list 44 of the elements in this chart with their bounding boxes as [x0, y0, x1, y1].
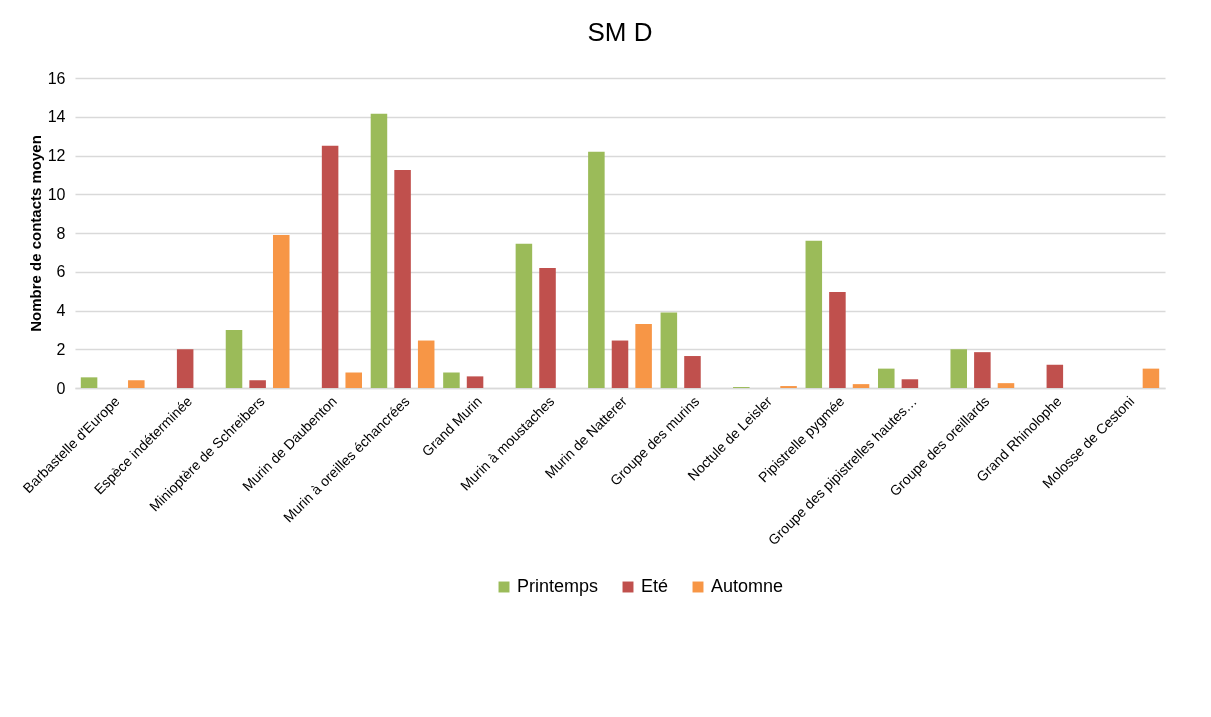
- bar: [1046, 364, 1064, 388]
- y-tick-label: 10: [47, 185, 66, 203]
- legend-label: Printemps: [517, 576, 599, 596]
- bar: [805, 240, 823, 388]
- bar: [635, 324, 652, 388]
- y-tick-label: 14: [47, 108, 66, 126]
- bar: [852, 384, 870, 388]
- bar: [80, 377, 98, 388]
- bar: [272, 234, 290, 388]
- bar: [321, 145, 339, 388]
- bar: [611, 340, 629, 388]
- bar: [588, 151, 605, 388]
- bar: [370, 113, 388, 388]
- bar: [829, 292, 846, 388]
- legend-label: Automne: [711, 576, 784, 596]
- bar: [515, 243, 533, 388]
- bar: [225, 329, 243, 388]
- bar: [394, 170, 411, 388]
- bar: [1142, 368, 1160, 388]
- bar: [539, 267, 556, 388]
- bar: [417, 340, 435, 388]
- bar: [345, 372, 362, 388]
- y-tick-label: 16: [47, 69, 66, 87]
- chart-title: SM D: [587, 17, 653, 47]
- bar: [997, 383, 1015, 388]
- bar: [684, 356, 701, 388]
- bar: [974, 352, 991, 388]
- y-tick-label: 4: [56, 302, 66, 319]
- bar: [249, 380, 266, 388]
- bar: [128, 380, 145, 388]
- bar: [901, 379, 919, 388]
- bar: [466, 376, 484, 388]
- y-tick-label: 0: [56, 379, 66, 397]
- y-axis-title: Nombre de contacts moyen: [26, 135, 44, 332]
- bar: [950, 349, 968, 388]
- y-tick-label: 2: [56, 340, 66, 358]
- y-tick-label: 12: [47, 147, 66, 164]
- y-tick-label: 8: [56, 224, 66, 242]
- bar: [443, 372, 460, 388]
- legend-label: Eté: [641, 576, 669, 596]
- y-tick-label: 6: [56, 263, 66, 281]
- bar: [176, 349, 194, 388]
- bar: [660, 312, 678, 388]
- bar: [878, 368, 895, 388]
